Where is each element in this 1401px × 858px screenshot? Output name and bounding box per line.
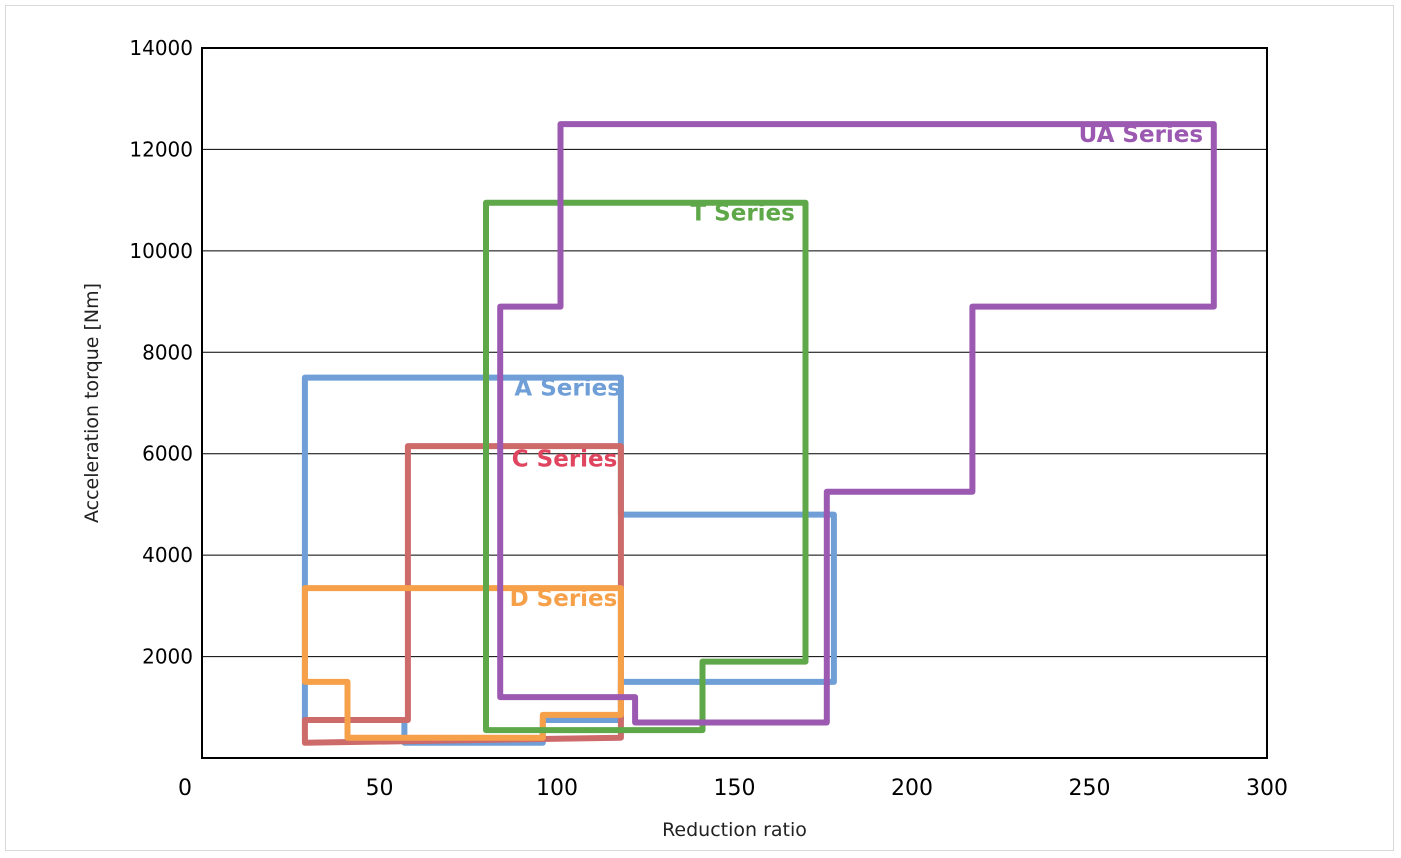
d-series-label: D Series xyxy=(510,586,618,612)
d-series-outline xyxy=(301,585,624,741)
y-tick-label: 10000 xyxy=(129,239,193,263)
y-tick-label: 6000 xyxy=(142,442,193,466)
plot-area-border xyxy=(201,47,1268,759)
x-tick-label: 200 xyxy=(891,776,933,801)
x-tick-label: 0 xyxy=(178,776,192,801)
series-shapes xyxy=(301,121,1217,746)
c-series-label: C Series xyxy=(512,446,618,472)
t-series-outline xyxy=(483,199,809,734)
a-series-outline xyxy=(301,374,837,746)
x-axis-label: Reduction ratio xyxy=(662,819,807,841)
x-tick-label: 50 xyxy=(366,776,394,801)
y-tick-label: 2000 xyxy=(142,645,193,669)
y-tick-label: 12000 xyxy=(129,137,193,161)
y-tick-label: 8000 xyxy=(142,340,193,364)
x-tick-label: 100 xyxy=(536,776,578,801)
y-tick-label: 14000 xyxy=(129,36,193,60)
a-series-label: A Series xyxy=(514,375,621,401)
x-tick-label: 300 xyxy=(1246,776,1288,801)
tick-labels: 2000 4000 6000 8000 10000 12000 14000 0 50 100 150… xyxy=(129,36,1288,801)
t-series-label: T Series xyxy=(690,200,794,226)
c-series-outline xyxy=(301,443,624,746)
y-axis-label: Acceleration torque [Nm] xyxy=(81,283,103,523)
gridlines xyxy=(202,148,1267,658)
ua-series-outline xyxy=(497,121,1217,726)
series-labels: A Series C Series D Series T Series UA Serie… xyxy=(510,122,1204,612)
ua-series-label: UA Series xyxy=(1079,122,1203,148)
x-tick-label: 150 xyxy=(714,776,756,801)
x-tick-label: 250 xyxy=(1069,776,1111,801)
y-tick-label: 4000 xyxy=(142,543,193,567)
